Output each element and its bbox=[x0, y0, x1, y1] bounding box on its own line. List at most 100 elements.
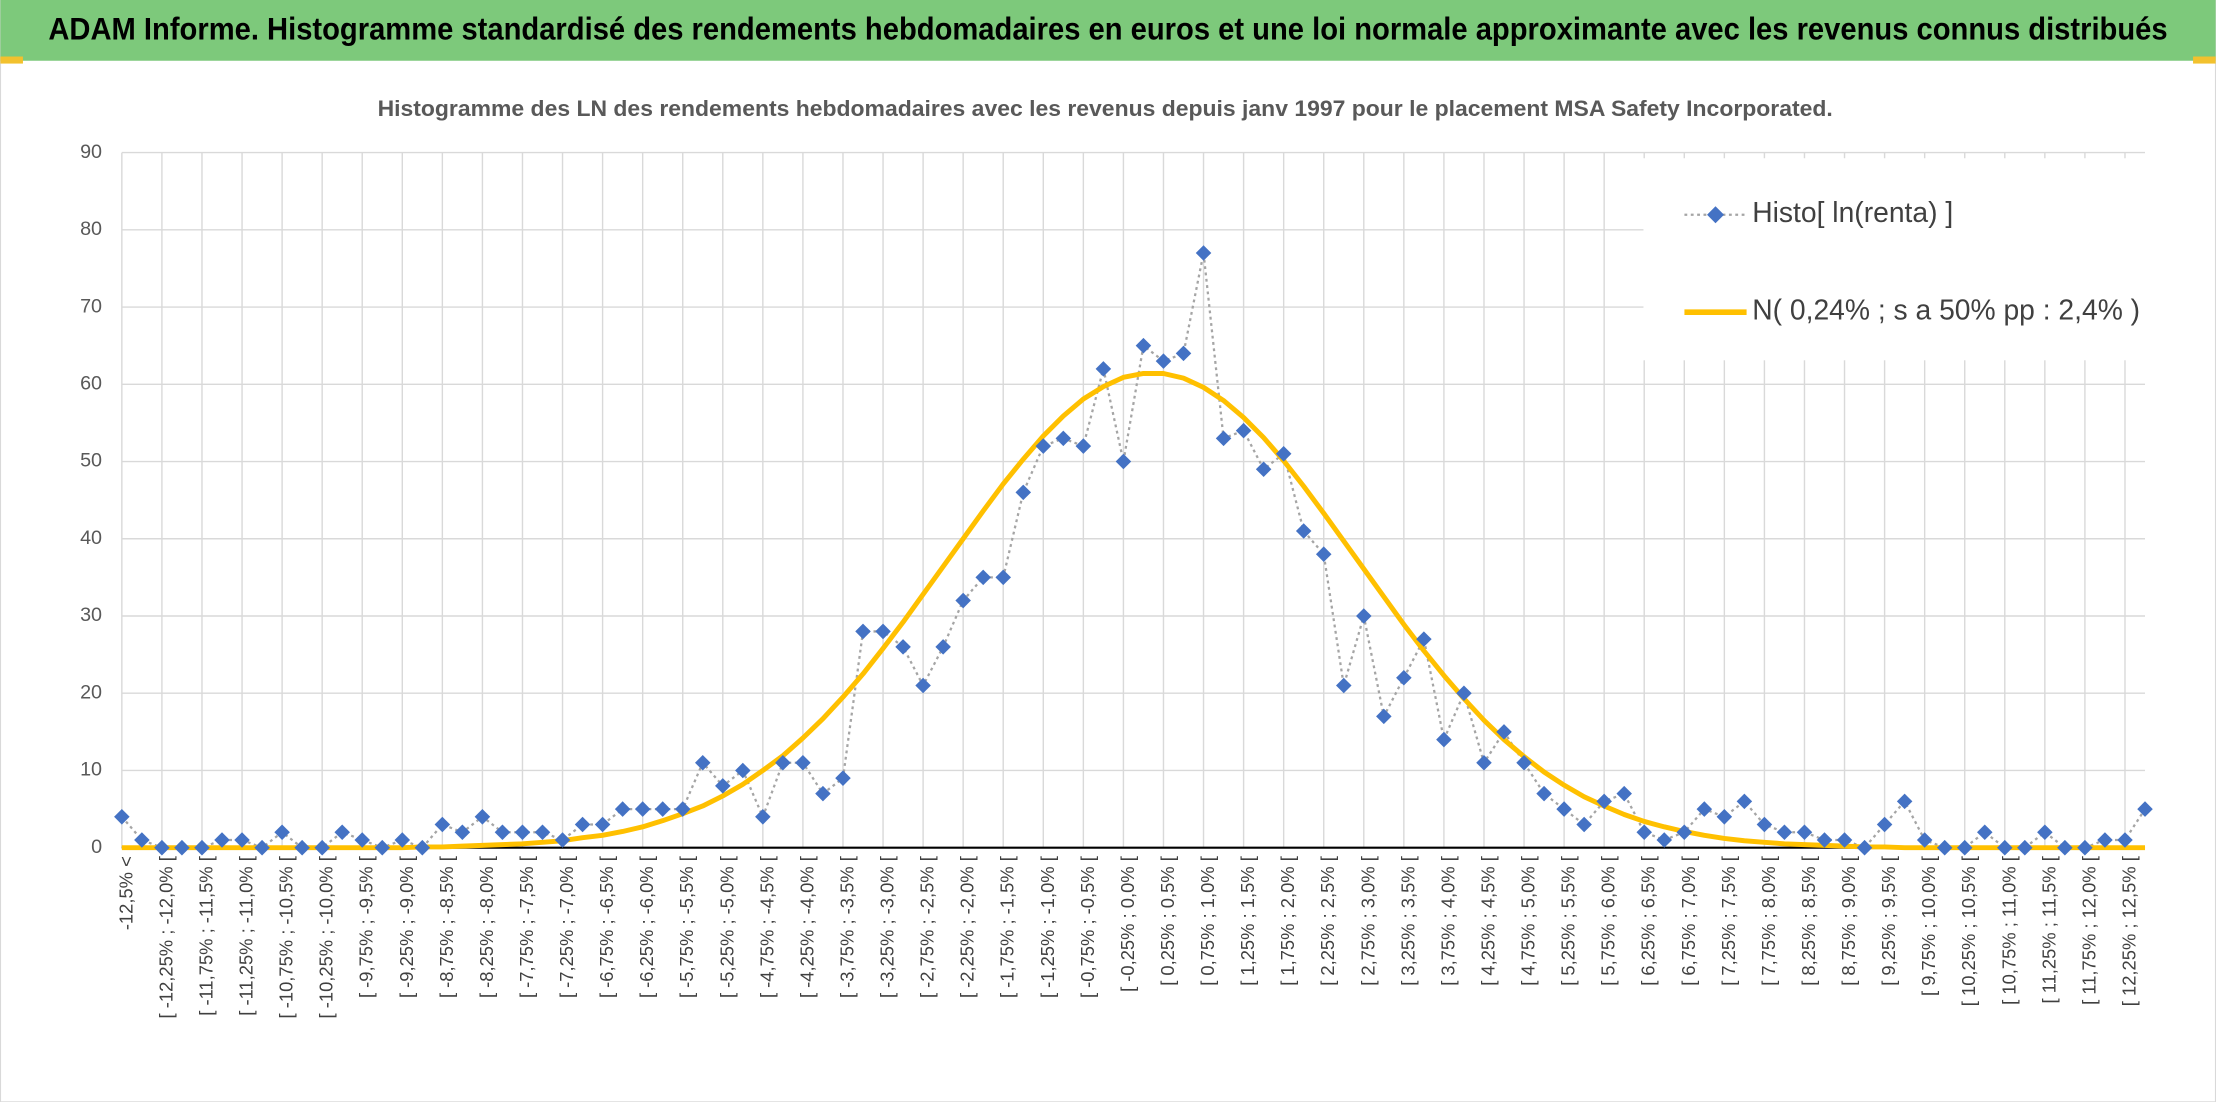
x-tick-label: [ 8,25% ; 8,5% [ bbox=[1798, 856, 1819, 986]
marker bbox=[875, 623, 891, 640]
series-line bbox=[121, 371, 2146, 851]
title-bar-accent bbox=[2193, 56, 2216, 64]
marker bbox=[915, 677, 931, 694]
x-tick-label: [ 6,25% ; 6,5% [ bbox=[1638, 856, 1659, 986]
marker bbox=[1716, 809, 1733, 825]
x-tick-label: [ -4,25% ; -4,0% [ bbox=[796, 856, 817, 998]
marker bbox=[234, 832, 250, 848]
marker bbox=[755, 809, 771, 825]
marker bbox=[2017, 839, 2033, 856]
x-tick-label: [ 2,25% ; 2,5% [ bbox=[1317, 856, 1338, 986]
marker bbox=[1115, 453, 1132, 470]
marker bbox=[935, 639, 951, 655]
marker bbox=[1556, 801, 1572, 817]
marker bbox=[254, 839, 270, 856]
x-tick-label: [ -9,25% ; -9,0% [ bbox=[396, 856, 417, 998]
x-tick-label: [ -4,75% ; -4,5% [ bbox=[756, 856, 777, 998]
marker bbox=[1856, 839, 1873, 856]
marker bbox=[1416, 631, 1432, 647]
marker bbox=[1976, 824, 1993, 841]
x-tick-label: [ -8,25% ; -8,0% [ bbox=[476, 856, 497, 998]
marker bbox=[174, 839, 190, 856]
marker bbox=[995, 569, 1011, 586]
marker bbox=[1936, 839, 1953, 856]
x-tick-label: [ 5,75% ; 6,0% [ bbox=[1598, 856, 1619, 986]
x-tick-label: [ 2,75% ; 3,0% [ bbox=[1357, 856, 1378, 986]
marker bbox=[694, 754, 711, 771]
marker bbox=[1456, 685, 1472, 701]
marker bbox=[1015, 484, 1032, 501]
marker bbox=[534, 824, 551, 841]
marker bbox=[1376, 708, 1392, 725]
marker bbox=[1916, 832, 1933, 848]
x-tick-label: [ -6,75% ; -6,5% [ bbox=[596, 856, 617, 998]
marker bbox=[114, 809, 130, 825]
x-tick-label: [ -2,25% ; -2,0% [ bbox=[957, 856, 978, 998]
marker bbox=[1215, 430, 1232, 447]
legend-marker bbox=[1707, 206, 1724, 224]
marker bbox=[2037, 824, 2053, 841]
x-tick-label: [ 1,75% ; 2,0% [ bbox=[1277, 856, 1298, 986]
y-tick-label: 20 bbox=[80, 681, 102, 703]
marker bbox=[1816, 832, 1833, 848]
y-tick-label: 30 bbox=[80, 604, 102, 626]
marker bbox=[1836, 832, 1853, 848]
marker bbox=[434, 816, 451, 833]
marker bbox=[1235, 422, 1252, 439]
marker bbox=[975, 569, 991, 586]
y-tick-label: 40 bbox=[80, 527, 102, 549]
x-tick-label: [ -7,25% ; -7,0% [ bbox=[556, 856, 577, 998]
page-title: ADAM Informe. Histogramme standardisé de… bbox=[48, 11, 2167, 46]
marker bbox=[394, 832, 411, 848]
marker bbox=[514, 824, 531, 841]
plot-area: 0 10 20 30 40 50 60 70 80 90 -12,5% < [ -12,25% ; -… bbox=[80, 141, 2153, 1018]
marker bbox=[1396, 670, 1412, 686]
marker bbox=[1496, 724, 1512, 740]
y-tick-label: 60 bbox=[80, 373, 102, 395]
marker bbox=[2137, 801, 2153, 817]
x-tick-label: [ -1,25% ; -1,0% [ bbox=[1037, 856, 1058, 998]
x-tick-label: [ -12,25% ; -12,0% [ bbox=[155, 856, 176, 1018]
legend-box bbox=[1643, 158, 2147, 361]
x-tick-label: [ 0,75% ; 1,0% [ bbox=[1197, 856, 1218, 986]
marker bbox=[1676, 824, 1693, 841]
marker bbox=[775, 754, 791, 771]
marker bbox=[1796, 824, 1813, 841]
marker bbox=[1636, 824, 1652, 841]
x-tick-label: [ 8,75% ; 9,0% [ bbox=[1838, 856, 1859, 986]
marker bbox=[1255, 461, 1272, 478]
x-tick-label: [ 1,25% ; 1,5% [ bbox=[1237, 856, 1258, 986]
legend-label: N( 0,24% ; s a 50% pp : 2,4% ) bbox=[1752, 294, 2140, 326]
marker bbox=[1436, 731, 1452, 748]
x-tick-label: [ 0,25% ; 0,5% [ bbox=[1157, 856, 1178, 986]
marker bbox=[1616, 785, 1632, 802]
marker bbox=[134, 832, 150, 848]
x-tick-label: [ -7,75% ; -7,5% [ bbox=[516, 856, 537, 998]
marker bbox=[1055, 430, 1072, 447]
marker bbox=[374, 839, 391, 856]
x-tick-label: [ -0,75% ; -0,5% [ bbox=[1077, 856, 1098, 998]
marker bbox=[835, 770, 851, 786]
marker bbox=[1756, 816, 1773, 833]
marker bbox=[735, 762, 751, 779]
x-tick-label: [ -10,25% ; -10,0% [ bbox=[316, 856, 337, 1018]
marker bbox=[2057, 839, 2073, 856]
x-tick-label: [ 5,25% ; 5,5% [ bbox=[1558, 856, 1579, 986]
y-tick-label: 80 bbox=[80, 218, 102, 240]
marker bbox=[1656, 832, 1673, 848]
marker bbox=[1476, 754, 1492, 771]
marker bbox=[1576, 816, 1592, 833]
marker bbox=[955, 592, 971, 609]
x-tick-label: [ 7,25% ; 7,5% [ bbox=[1718, 856, 1739, 986]
x-tick-label: [ -3,25% ; -3,0% [ bbox=[877, 856, 898, 998]
marker bbox=[634, 801, 651, 817]
marker bbox=[1956, 839, 1973, 856]
marker bbox=[855, 623, 871, 640]
x-tick-label: [ 4,25% ; 4,5% [ bbox=[1477, 856, 1498, 986]
marker bbox=[2117, 832, 2133, 848]
x-tick-label: [ -8,75% ; -8,5% [ bbox=[436, 856, 457, 998]
x-tick-label: [ 11,75% ; 12,0% [ bbox=[2078, 856, 2099, 1005]
x-tick-label: [ 12,25% ; 12,5% [ bbox=[2118, 856, 2139, 1006]
marker bbox=[1997, 839, 2013, 856]
x-tick-label: [ 11,25% ; 11,5% [ bbox=[2038, 856, 2059, 1003]
